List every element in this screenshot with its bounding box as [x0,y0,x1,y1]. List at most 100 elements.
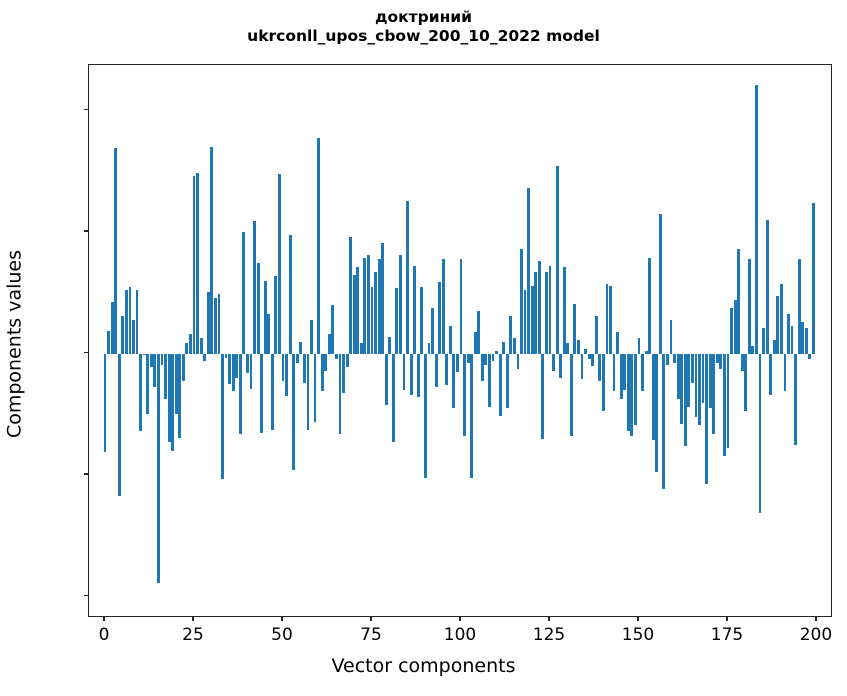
bar [569,353,573,436]
bar [132,320,135,354]
bar [117,353,121,497]
bar [384,353,388,406]
bar [189,334,192,354]
x-axis-tick-mark [459,617,461,621]
bar [285,353,288,397]
bar [391,353,395,442]
bar [352,274,356,354]
x-axis-tick-label: 100 [443,625,477,645]
bar [804,328,808,354]
bar [566,342,570,354]
bar [278,173,281,354]
bar [245,353,249,374]
bar [562,267,566,354]
x-axis-tick-mark [370,617,372,621]
bar [591,353,595,366]
bar [512,337,516,354]
bar [794,353,798,445]
bar [466,353,470,363]
bar [139,353,143,432]
bar [359,342,363,354]
bar [612,353,616,392]
bar [370,286,374,354]
bar [534,271,538,354]
bar [413,265,417,354]
bar [402,353,406,391]
bar [135,289,139,354]
bar [224,353,228,358]
bar [345,353,349,367]
bar [281,353,285,381]
bar [263,280,267,354]
bar [149,353,153,367]
bar [801,322,805,354]
chart-title: доктриний ukrconll_upos_cbow_200_10_2022… [0,8,847,46]
bar [228,353,232,385]
x-axis-tick-label: 0 [98,625,110,645]
bar [441,259,445,354]
y-axis-label: Components values [3,249,26,439]
bar [758,353,762,513]
bar [605,283,609,354]
bar [666,353,669,365]
bar [381,243,385,354]
bar [488,353,491,408]
bar [623,353,627,391]
bar [121,315,125,354]
y-axis-tick-mark [84,108,88,111]
bar [260,353,264,433]
bar [249,353,253,389]
bar [416,353,420,398]
chart-title-line-2: ukrconll_upos_cbow_200_10_2022 model [247,27,600,45]
bar [142,353,146,356]
bar [577,340,580,354]
bar [790,326,794,354]
bar [427,342,431,354]
bar [110,302,114,354]
bar [196,172,199,354]
bar [712,353,716,434]
bar [527,188,531,354]
bar [409,353,413,395]
bar [463,353,466,436]
x-axis-tick-mark [548,617,550,621]
bar [356,267,360,354]
bar [210,147,214,354]
bar [505,353,509,409]
bar [160,353,164,365]
bar [694,353,698,418]
bar [701,353,705,404]
bar [320,353,324,392]
bar [107,330,110,354]
bar [313,353,317,422]
bar [242,232,246,354]
bar [751,346,755,354]
bar [423,353,427,479]
bar [755,85,758,354]
bar [231,353,235,392]
x-axis-tick-label: 200 [799,625,833,645]
bar [723,353,726,456]
bar [630,353,634,436]
bar [221,353,224,479]
bar [740,353,744,371]
bar [185,342,189,354]
bar [644,350,648,354]
bar [452,353,456,409]
y-axis-tick-mark [84,473,88,475]
bar [537,261,541,354]
bar [619,353,623,400]
bar [206,291,210,354]
bar [669,320,673,354]
bar [420,286,424,354]
bar [217,294,221,354]
bar [733,300,737,354]
x-axis-tick-mark [281,617,283,621]
bar [156,353,160,584]
bar [601,353,605,412]
bar [181,353,185,381]
bar [705,353,709,485]
bar [317,137,321,354]
x-axis-tick-mark [637,617,639,621]
bar [520,249,523,354]
